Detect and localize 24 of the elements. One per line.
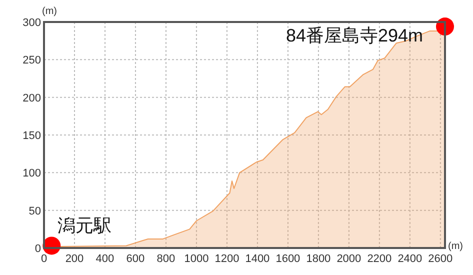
x-tick-label: 1800: [306, 253, 331, 265]
y-tick-label: 100: [22, 168, 41, 180]
x-tick-label: 800: [156, 253, 176, 265]
x-tick-label: 1000: [184, 253, 209, 265]
x-axis-title: (m): [448, 241, 463, 252]
annotation: 84番屋島寺294m: [286, 26, 423, 46]
y-tick-label: 150: [22, 130, 41, 142]
y-tick-label: 250: [22, 54, 41, 67]
annotation: 潟元駅: [58, 216, 112, 236]
x-tick-label: 1400: [245, 253, 270, 265]
x-tick-label: 1600: [276, 253, 300, 265]
x-tick-label: 2600: [428, 253, 453, 265]
x-tick-label: 200: [65, 253, 84, 265]
x-tick-label: 400: [96, 253, 114, 265]
y-tick-label: 50: [28, 205, 41, 218]
x-tick-label: 2200: [367, 253, 392, 265]
x-tick-label: 1200: [214, 253, 240, 265]
y-axis-title: (m): [42, 6, 57, 17]
y-tick-label: 300: [22, 17, 41, 29]
x-tick-label: 2400: [398, 253, 422, 265]
y-tick-label: 200: [22, 92, 41, 104]
x-tick-label: 2000: [336, 253, 362, 265]
x-tick-label: 600: [126, 253, 145, 265]
y-tick-label: 0: [34, 243, 41, 255]
